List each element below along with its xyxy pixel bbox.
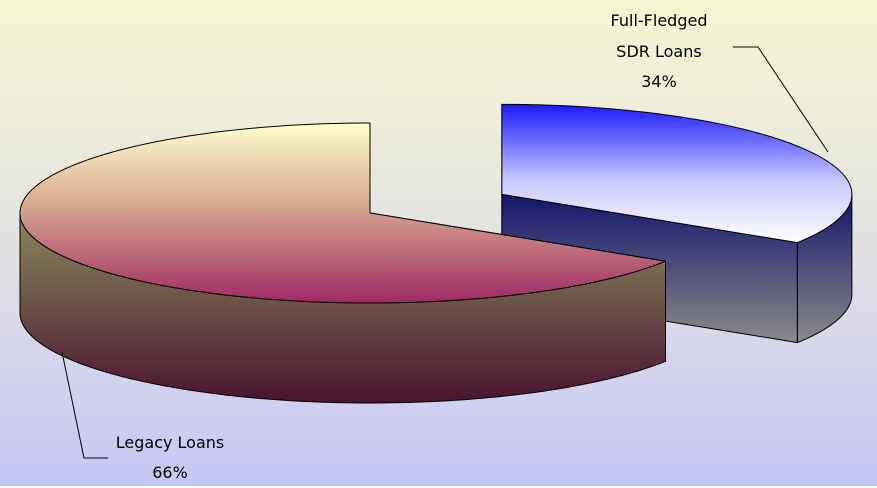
slice-label: Legacy Loans [115,433,225,452]
slices [19,103,853,404]
leader-line [733,46,829,153]
slice-label: Full-Fledged SDR Loans [610,11,708,61]
slice-value-label: 66% [152,463,188,482]
slice-value-label: 34% [641,72,677,91]
slice [501,103,853,244]
slice [19,122,667,304]
leader-line [61,351,108,459]
